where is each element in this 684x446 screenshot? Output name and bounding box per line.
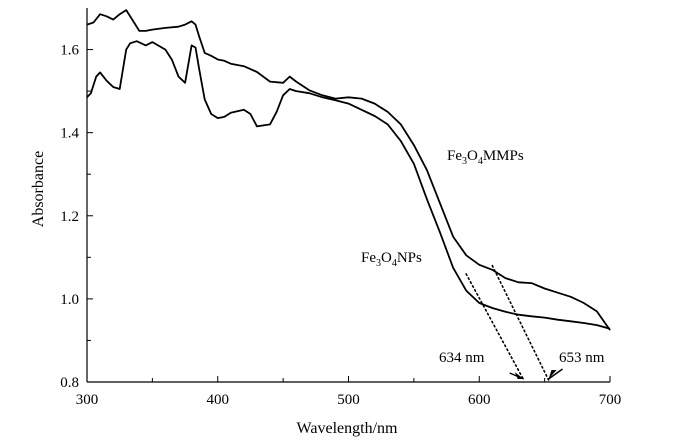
series-label-fe3o4nps: Fe3O4NPs [361, 250, 422, 269]
y-tick-label: 0.8 [60, 375, 79, 391]
series-label-fe3o4mmps-part1: Fe [447, 148, 462, 164]
series-label-fe3o4mmps-part4: 4 [478, 156, 483, 167]
series-label-fe3o4nps-part4: 4 [392, 258, 397, 269]
annotation-634nm: 634 nm [439, 350, 485, 366]
series-line-fe3o4mmps [86, 9, 611, 331]
y-axis-title: Absorbance [30, 151, 47, 227]
x-tick-label: 700 [599, 392, 622, 408]
x-tick-label: 500 [337, 392, 360, 408]
x-tick-label: 400 [207, 392, 230, 408]
series-label-fe3o4mmps-part2: 3 [462, 156, 467, 167]
series-line-fe3o4nps [86, 40, 611, 330]
x-axis-title: Wavelength/nm [297, 420, 398, 437]
series-label-fe3o4nps-part5: NPs [397, 250, 422, 266]
tangent-line-2 [491, 264, 550, 381]
tangent-layer [465, 264, 550, 381]
arrow-634nm-head [514, 372, 524, 379]
y-tick-label: 1.4 [60, 126, 79, 142]
y-tick-label: 1.0 [60, 292, 79, 308]
y-tick-label: 1.2 [60, 209, 79, 225]
arrow-653nm-head [548, 370, 557, 379]
x-tick-label: 300 [76, 392, 99, 408]
tangent-line-1 [465, 273, 525, 381]
arrow-653nm-shaft [548, 368, 563, 380]
ticks: 300 400 500 600 700 0.8 1.0 1.2 1.4 1.6 [60, 43, 621, 408]
annotation-653nm: 653 nm [559, 350, 605, 366]
x-tick-label: 600 [468, 392, 491, 408]
series-layer [86, 9, 611, 331]
series-label-fe3o4nps-part2: 3 [376, 258, 381, 269]
axes [86, 8, 610, 383]
y-tick-label: 1.6 [60, 43, 79, 59]
series-label-fe3o4nps-part3: O [381, 250, 392, 266]
annotation-layer [509, 368, 563, 380]
series-label-fe3o4mmps-part3: O [467, 148, 478, 164]
series-label-fe3o4nps-part1: Fe [361, 250, 376, 266]
series-label-fe3o4mmps: Fe3O4MMPs [447, 148, 524, 167]
series-label-fe3o4mmps-part5: MMPs [483, 148, 524, 164]
